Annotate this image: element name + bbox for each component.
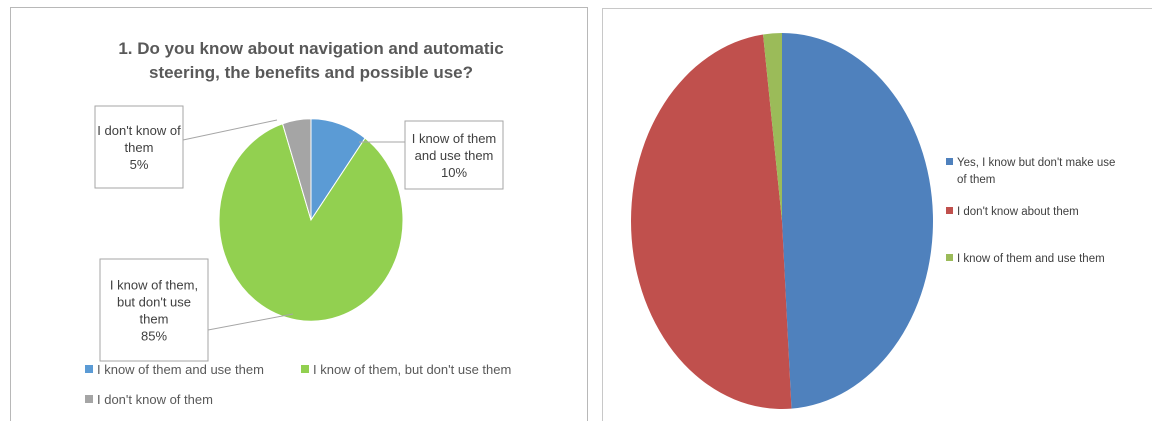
legend-label-i-know-of-them-and-use-them: I know of them and use them bbox=[97, 362, 264, 377]
legend-label-yes-i-know-but-don-t-make-use-of-them: Yes, I know but don't make use bbox=[957, 157, 1115, 169]
legend-swatch-i-know-of-them-but-don-t-use-them bbox=[301, 365, 309, 373]
legend-label-i-don-t-know-of-them: I don't know of them bbox=[97, 392, 213, 407]
callout-label: 10% bbox=[441, 165, 467, 180]
callout-box-i-know-of-them-and-use-them bbox=[404, 120, 504, 190]
callout-leader-i-know-of-them-but-don-t-use-them bbox=[207, 313, 294, 331]
callout-box-i-know-of-them-but-don-t-use-them bbox=[99, 258, 209, 362]
left-chart-panel: 1. Do you know about navigation and auto… bbox=[10, 7, 588, 421]
callout-label: I know of them, bbox=[110, 278, 198, 293]
legend-label-i-know-of-them-but-don-t-use-them: I know of them, but don't use them bbox=[313, 362, 511, 377]
pie-slice-i-know-of-them-but-don-t-use-them bbox=[218, 123, 404, 322]
callout-box-i-don-t-know-of-them bbox=[94, 105, 184, 189]
callout-label: them bbox=[140, 312, 169, 327]
pie-slice-i-know-of-them-and-use-them bbox=[763, 33, 782, 221]
chart-title-line-2: steering, the benefits and possible use? bbox=[149, 63, 473, 82]
pie-slice-i-don-t-know-about-them bbox=[631, 34, 792, 410]
pie-slice-yes-i-know-but-don-t-make-use-of-them bbox=[782, 33, 933, 409]
left-pie-chart: 1. Do you know about navigation and auto… bbox=[85, 39, 511, 407]
pie-slice-i-don-t-know-of-them bbox=[281, 118, 312, 221]
callout-leader-i-don-t-know-of-them bbox=[182, 119, 278, 141]
callout-label: and use them bbox=[415, 148, 494, 163]
callout-label: I don't know of bbox=[97, 123, 181, 138]
callout-label: them bbox=[125, 140, 154, 155]
legend-label-i-know-of-them-and-use-them: I know of them and use them bbox=[957, 253, 1105, 265]
legend-swatch-i-don-t-know-of-them bbox=[85, 395, 93, 403]
legend-swatch-i-know-of-them-and-use-them bbox=[946, 254, 953, 261]
legend-swatch-yes-i-know-but-don-t-make-use-of-them bbox=[946, 158, 953, 165]
right-chart-panel: Yes, I know but don't make use of them I d… bbox=[602, 8, 1152, 421]
legend-label-i-don-t-know-about-them: I don't know about them bbox=[957, 206, 1079, 218]
legend-swatch-i-don-t-know-about-them bbox=[946, 207, 953, 214]
chart-title-line-1: 1. Do you know about navigation and auto… bbox=[118, 39, 503, 58]
callout-label: but don't use bbox=[117, 295, 191, 310]
legend-label-yes-i-know-but-don-t-make-use-of-them: of them bbox=[957, 174, 995, 186]
right-pie-chart: Yes, I know but don't make use of them I d… bbox=[631, 33, 1115, 410]
legend-swatch-i-know-of-them-and-use-them bbox=[85, 365, 93, 373]
callout-label: 5% bbox=[130, 157, 149, 172]
callout-label: 85% bbox=[141, 329, 167, 344]
callout-label: I know of them bbox=[412, 131, 497, 146]
